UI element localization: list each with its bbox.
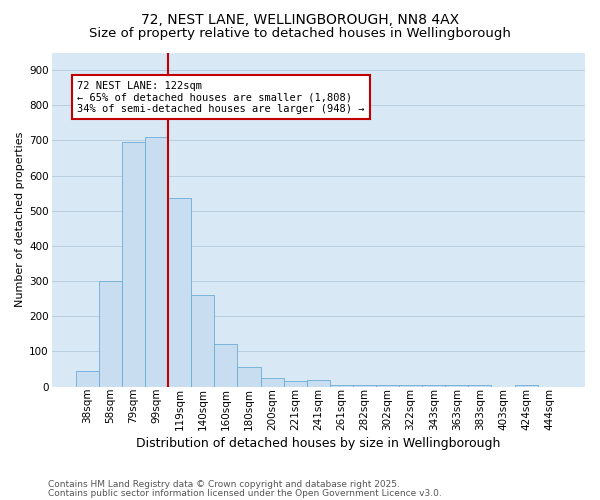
Bar: [307, 380, 330, 386]
Y-axis label: Number of detached properties: Number of detached properties: [15, 132, 25, 307]
Bar: [238, 367, 260, 386]
Bar: [99, 281, 122, 386]
Bar: [399, 385, 422, 386]
Text: Contains HM Land Registry data © Crown copyright and database right 2025.: Contains HM Land Registry data © Crown c…: [48, 480, 400, 489]
Text: Size of property relative to detached houses in Wellingborough: Size of property relative to detached ho…: [89, 28, 511, 40]
Bar: [76, 370, 99, 386]
Bar: [445, 385, 469, 386]
Bar: [376, 385, 399, 386]
Bar: [191, 295, 214, 386]
Bar: [168, 198, 191, 386]
Bar: [260, 378, 284, 386]
X-axis label: Distribution of detached houses by size in Wellingborough: Distribution of detached houses by size …: [136, 437, 500, 450]
Bar: [214, 344, 238, 387]
Bar: [422, 385, 445, 386]
Bar: [353, 385, 376, 386]
Bar: [122, 142, 145, 386]
Bar: [515, 385, 538, 386]
Text: 72, NEST LANE, WELLINGBOROUGH, NN8 4AX: 72, NEST LANE, WELLINGBOROUGH, NN8 4AX: [141, 12, 459, 26]
Bar: [330, 385, 353, 386]
Bar: [284, 382, 307, 386]
Text: 72 NEST LANE: 122sqm
← 65% of detached houses are smaller (1,808)
34% of semi-de: 72 NEST LANE: 122sqm ← 65% of detached h…: [77, 80, 364, 114]
Text: Contains public sector information licensed under the Open Government Licence v3: Contains public sector information licen…: [48, 488, 442, 498]
Bar: [145, 137, 168, 386]
